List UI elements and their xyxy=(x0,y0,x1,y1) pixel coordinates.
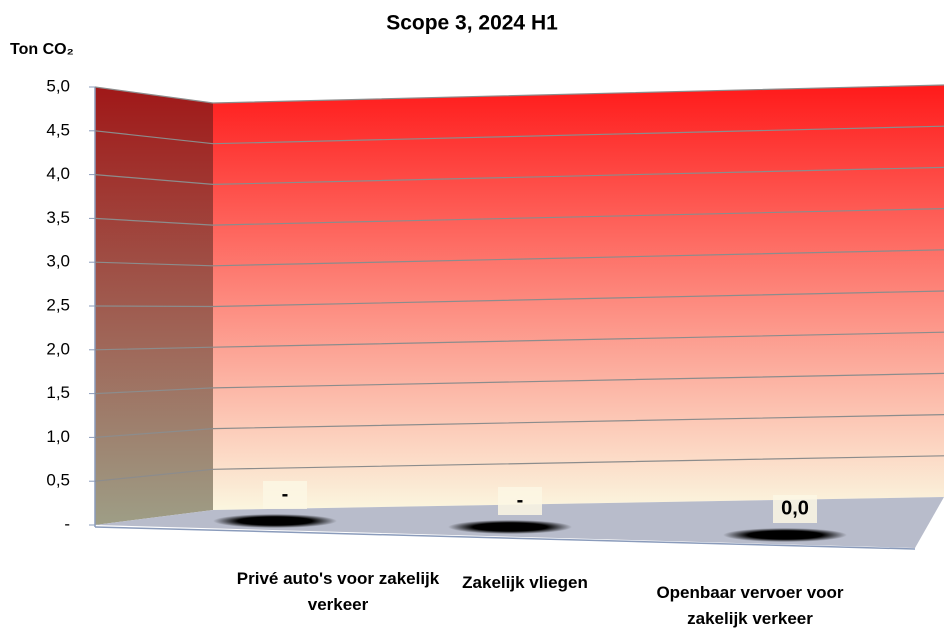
grid-line xyxy=(94,208,944,226)
data-label: - xyxy=(282,483,289,505)
data-label-box xyxy=(773,495,817,523)
y-tick-label: - xyxy=(64,514,70,533)
grid-line xyxy=(94,84,944,104)
data-label-box xyxy=(263,481,307,509)
y-tick-label: 1,0 xyxy=(46,427,70,446)
grid-line xyxy=(94,166,944,186)
y-axis-label: Ton CO₂ xyxy=(10,41,74,58)
y-tick-label: 2,5 xyxy=(46,295,70,314)
grid-line xyxy=(94,290,944,308)
data-label: 0,0 xyxy=(781,497,809,519)
x-tick-label: Openbaar vervoer voor zakelijk verkeer xyxy=(656,583,844,628)
grid-line xyxy=(94,331,944,351)
grid-line xyxy=(94,125,944,145)
x-axis xyxy=(94,526,916,550)
y-tick-label: 5,0 xyxy=(46,76,70,95)
data-label: - xyxy=(517,489,524,511)
y-tick-label: 3,0 xyxy=(46,252,70,271)
x-tick-label: Zakelijk vliegen xyxy=(462,573,588,592)
grid-line xyxy=(94,249,944,267)
bar-base-shadow xyxy=(723,528,847,542)
y-tick-label: 3,5 xyxy=(46,208,70,227)
chart-title: Scope 3, 2024 H1 xyxy=(386,12,558,35)
bar-base-shadow xyxy=(213,514,337,528)
y-tick-label: 4,5 xyxy=(46,120,70,139)
bar-base-shadow xyxy=(448,520,572,534)
grid-line xyxy=(94,372,944,395)
y-tick-label: 4,0 xyxy=(46,164,70,183)
y-tick-label: 1,5 xyxy=(46,383,70,402)
y-tick-label: 0,5 xyxy=(46,471,70,490)
grid-line xyxy=(94,414,944,438)
back-wall xyxy=(213,85,944,510)
data-label-box xyxy=(498,487,542,515)
x-tick-label: Privé auto's voor zakelijk verkeer xyxy=(236,569,440,614)
y-tick-label: 2,0 xyxy=(46,339,70,358)
grid-line xyxy=(94,455,944,482)
